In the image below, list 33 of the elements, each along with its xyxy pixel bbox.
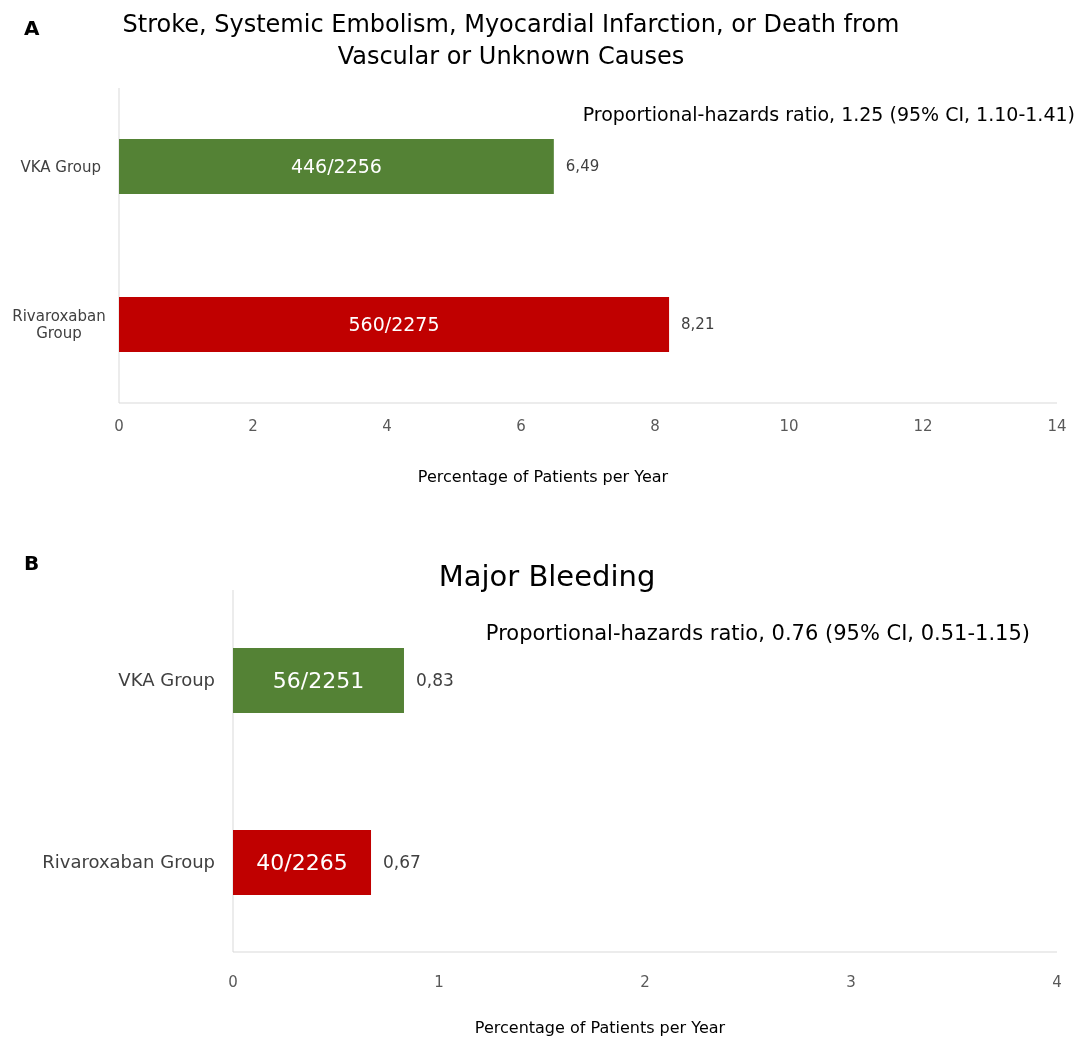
x-tick-label: 10 xyxy=(779,417,799,435)
chart-title: Stroke, Systemic Embolism, Myocardial Infarction, or Death from Vascular or Unknown Causes xyxy=(122,10,900,70)
y-tick-label: VKA Group xyxy=(20,157,101,175)
text: B xyxy=(24,551,40,575)
annotation: Proportional-hazards ratio, 0.76 (95% CI, 0.51-1.15) xyxy=(485,621,1030,645)
annotation: 446/2256 xyxy=(290,155,382,177)
x-tick-label: 3 xyxy=(846,973,856,991)
x-tick-label: 4 xyxy=(382,417,392,435)
x-tick-label: 12 xyxy=(913,417,933,435)
x-tick-label: 4 xyxy=(1052,973,1062,991)
x-tick-label: 0 xyxy=(114,417,124,435)
y-tick-label: Rivaroxaban Group xyxy=(42,850,215,872)
annotation: Proportional-hazards ratio, 1.25 (95% CI, 1.10-1.41) xyxy=(582,103,1075,125)
data-label: 0,67 xyxy=(383,851,421,872)
chart-title: Major Bleeding xyxy=(438,559,656,593)
annotation: 560/2275 xyxy=(348,313,440,335)
x-tick-label: 0 xyxy=(228,973,238,991)
x-tick-label: 2 xyxy=(640,973,650,991)
data-label: 6,49 xyxy=(565,157,600,175)
annotation: 40/2265 xyxy=(256,849,348,875)
y-tick-label: VKA Group xyxy=(118,668,215,690)
x-tick-label: 6 xyxy=(516,417,526,435)
x-tick-label: 14 xyxy=(1047,417,1067,435)
x-axis-title: Percentage of Patients per Year xyxy=(417,467,669,486)
y-tick-label: Rivaroxaban Group xyxy=(12,306,106,342)
x-tick-label: 1 xyxy=(434,973,444,991)
data-label: 8,21 xyxy=(681,315,715,333)
data-label: 0,83 xyxy=(415,669,454,690)
x-tick-label: 8 xyxy=(650,417,660,435)
text: A xyxy=(24,16,40,40)
x-tick-label: 2 xyxy=(248,417,258,435)
x-axis-title: Percentage of Patients per Year xyxy=(474,1018,726,1037)
annotation: 56/2251 xyxy=(272,667,365,693)
